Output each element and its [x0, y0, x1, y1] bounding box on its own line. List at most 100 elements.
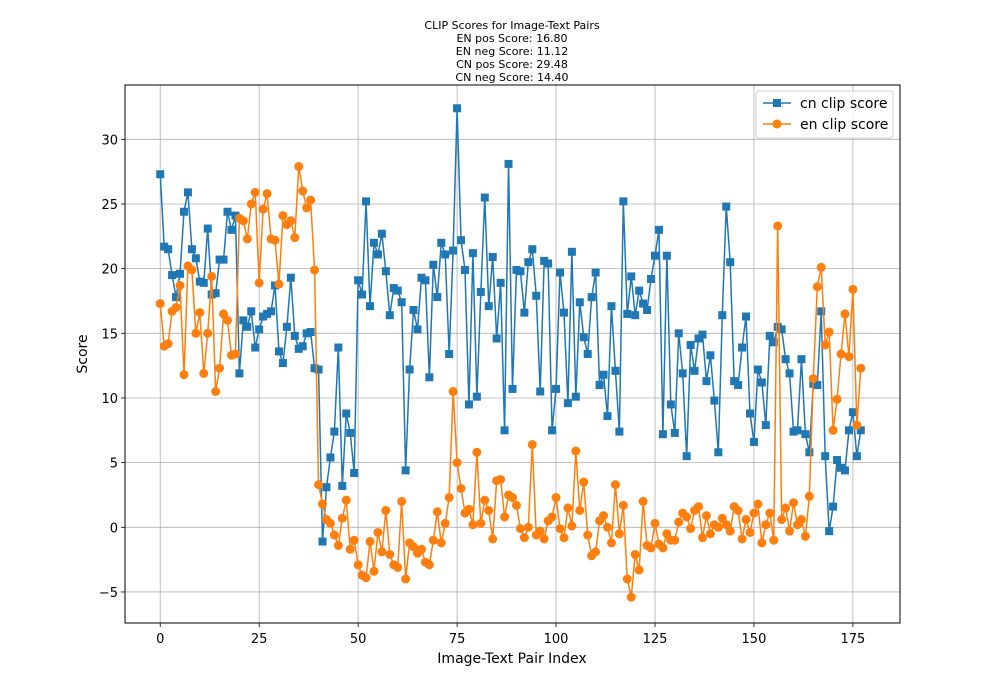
legend-marker-cn [773, 99, 781, 107]
data-point [349, 535, 359, 545]
data-point [298, 342, 307, 351]
data-point [298, 186, 308, 196]
data-point [306, 328, 315, 337]
data-point [508, 384, 517, 393]
data-point [488, 534, 498, 544]
data-point [286, 216, 296, 226]
y-axis-label: Score [75, 334, 91, 373]
data-point [844, 352, 854, 362]
data-point [690, 366, 699, 375]
data-point [238, 216, 248, 226]
x-tick-label: 50 [350, 632, 367, 647]
data-point [606, 538, 616, 548]
data-point [579, 333, 588, 342]
data-point [401, 466, 410, 475]
data-point [524, 258, 533, 267]
y-tick-label: 30 [101, 133, 118, 148]
data-point [397, 496, 407, 506]
data-point [366, 302, 375, 311]
data-point [484, 302, 493, 311]
data-point [457, 236, 466, 245]
data-point [548, 426, 557, 435]
data-point [385, 549, 395, 559]
data-point [702, 377, 711, 386]
data-point [817, 307, 826, 316]
data-point [563, 399, 572, 408]
data-point [844, 426, 853, 435]
data-point [247, 307, 256, 316]
data-point [231, 211, 240, 220]
data-point [765, 508, 775, 518]
data-point [753, 499, 763, 509]
data-point [223, 207, 232, 216]
data-point [239, 316, 248, 325]
data-point [840, 309, 850, 319]
data-point [199, 368, 209, 378]
data-point [326, 453, 335, 462]
data-point [781, 355, 790, 364]
data-point [836, 349, 846, 359]
data-point [409, 542, 419, 552]
data-point [801, 430, 810, 439]
data-point [579, 477, 589, 487]
data-point [567, 521, 577, 531]
x-axis-label: Image-Text Pair Index [437, 651, 586, 667]
data-point [453, 104, 462, 113]
data-point [627, 272, 636, 281]
data-point [365, 537, 375, 547]
data-point [575, 298, 584, 307]
data-point [456, 484, 466, 493]
data-point [468, 249, 477, 258]
data-point [377, 229, 386, 238]
data-point [520, 308, 529, 317]
data-point [650, 518, 660, 528]
data-point [658, 543, 668, 553]
data-point [358, 290, 367, 299]
data-point [757, 538, 767, 548]
data-point [444, 493, 454, 503]
data-point [480, 193, 489, 202]
data-point [816, 262, 826, 272]
data-point [286, 273, 295, 282]
data-point [840, 466, 849, 475]
data-point [757, 378, 766, 387]
data-point [508, 493, 517, 503]
data-point [848, 284, 858, 294]
legend-label-cn: cn clip score [800, 96, 887, 112]
data-point [646, 543, 656, 553]
data-point [243, 322, 252, 331]
data-point [721, 520, 731, 530]
data-point [278, 211, 288, 221]
y-tick-label: 5 [110, 457, 118, 472]
data-point [705, 529, 715, 539]
data-point [583, 530, 593, 540]
data-point [235, 369, 244, 378]
data-point [294, 161, 304, 171]
data-point [829, 502, 838, 511]
data-point [437, 238, 446, 247]
data-point [856, 363, 866, 373]
data-point [539, 534, 549, 544]
data-point [255, 325, 264, 334]
data-point [745, 409, 754, 418]
data-point [362, 197, 371, 206]
data-point [405, 365, 414, 374]
data-point [432, 507, 442, 517]
data-point [393, 286, 402, 295]
data-point [251, 343, 260, 352]
data-point [733, 505, 743, 515]
data-point [820, 340, 830, 350]
data-point [571, 392, 580, 401]
data-point [219, 309, 229, 319]
data-point [440, 518, 450, 528]
data-point [595, 381, 604, 390]
data-point [718, 311, 727, 320]
data-point [329, 530, 339, 540]
data-point [682, 512, 692, 522]
data-point [413, 325, 422, 334]
data-point [314, 480, 324, 490]
data-point [310, 265, 320, 275]
data-point [203, 224, 212, 233]
data-point [852, 420, 862, 430]
